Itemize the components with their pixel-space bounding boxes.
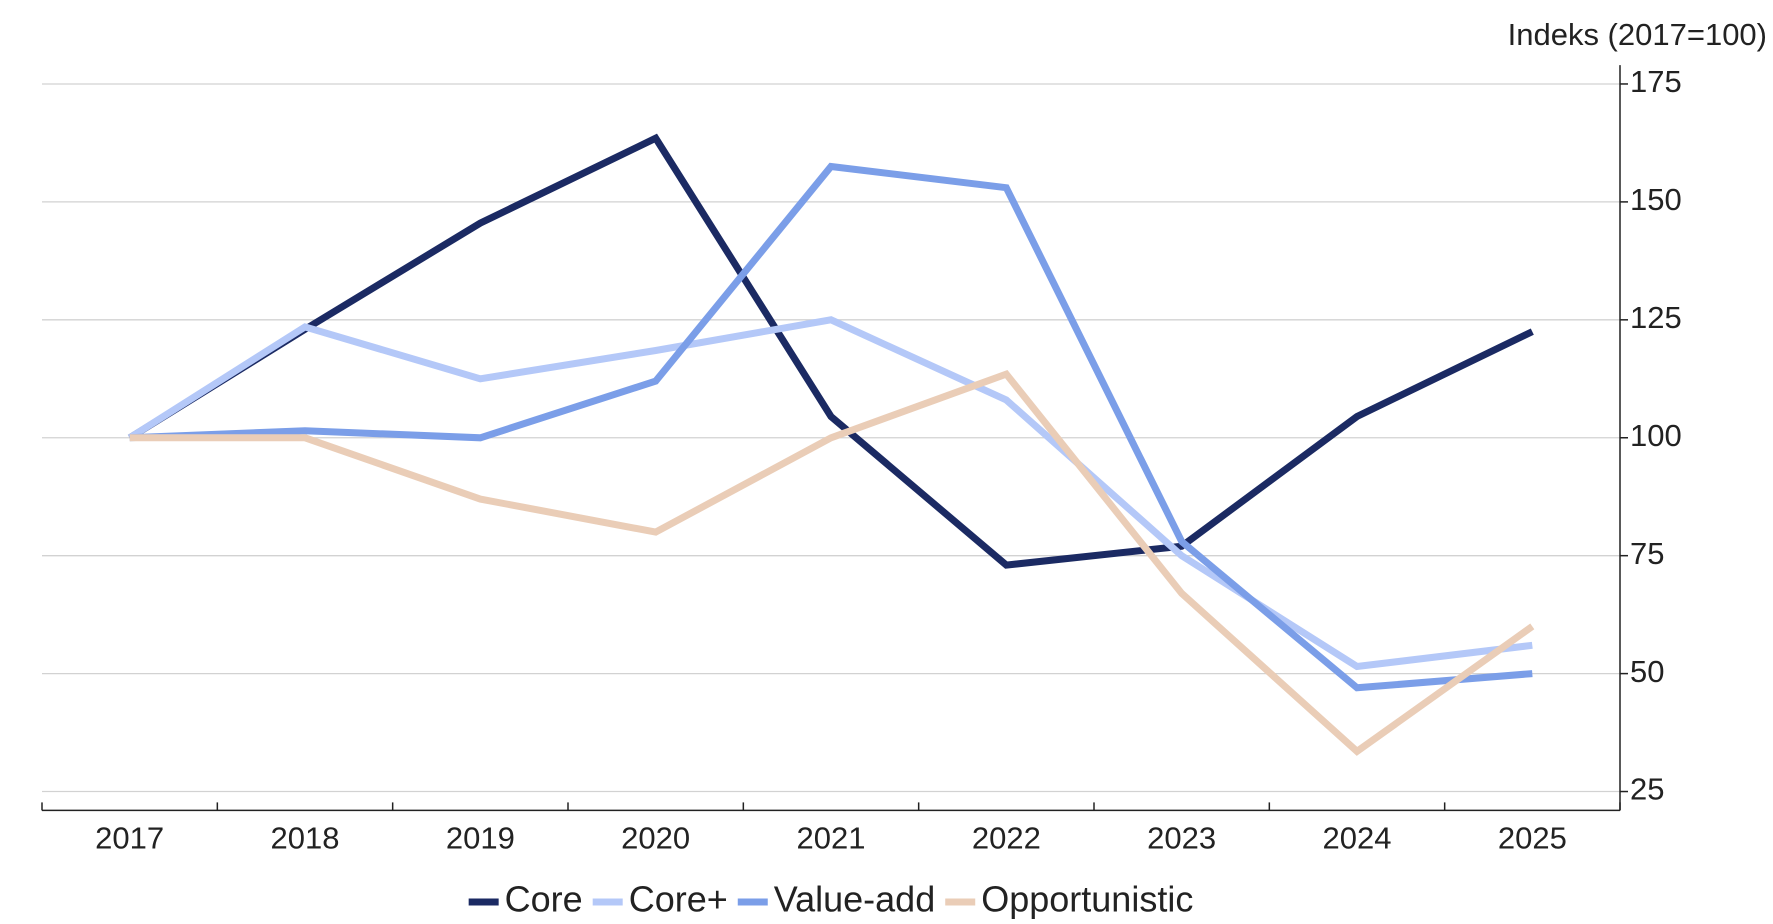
legend-label: Core [505, 879, 583, 919]
y-tick-label: 125 [1630, 300, 1682, 335]
x-tick-label: 2021 [797, 821, 866, 856]
line-series [127, 316, 1533, 671]
x-tick-label: 2020 [621, 821, 690, 856]
y-tick-label: 175 [1630, 64, 1682, 99]
legend-label: Opportunistic [981, 879, 1193, 919]
legend-label: Core+ [629, 879, 728, 919]
y-tick-label: 25 [1630, 772, 1664, 807]
y-tick-label: 150 [1630, 182, 1682, 217]
legend: Core Core+ Value-add Opportunistic [468, 879, 1193, 920]
y-tick-label: 50 [1630, 654, 1664, 689]
x-tick-label: 2024 [1323, 821, 1392, 856]
x-tick-label: 2017 [95, 821, 164, 856]
x-tick-label: 2022 [972, 821, 1041, 856]
y-tick-label: 100 [1630, 418, 1682, 453]
y-axis-label: Indeks (2017=100) [1508, 17, 1767, 52]
x-tick-label: 2018 [271, 821, 340, 856]
line-series [129, 369, 1535, 756]
legend-label: Value-add [774, 879, 935, 919]
line-series [127, 133, 1534, 569]
x-tick-label: 2019 [446, 821, 515, 856]
y-tick-label: 75 [1630, 536, 1664, 571]
x-tick-label: 2023 [1147, 821, 1216, 856]
x-tick-label: 2025 [1498, 821, 1567, 856]
line-series [129, 162, 1533, 692]
